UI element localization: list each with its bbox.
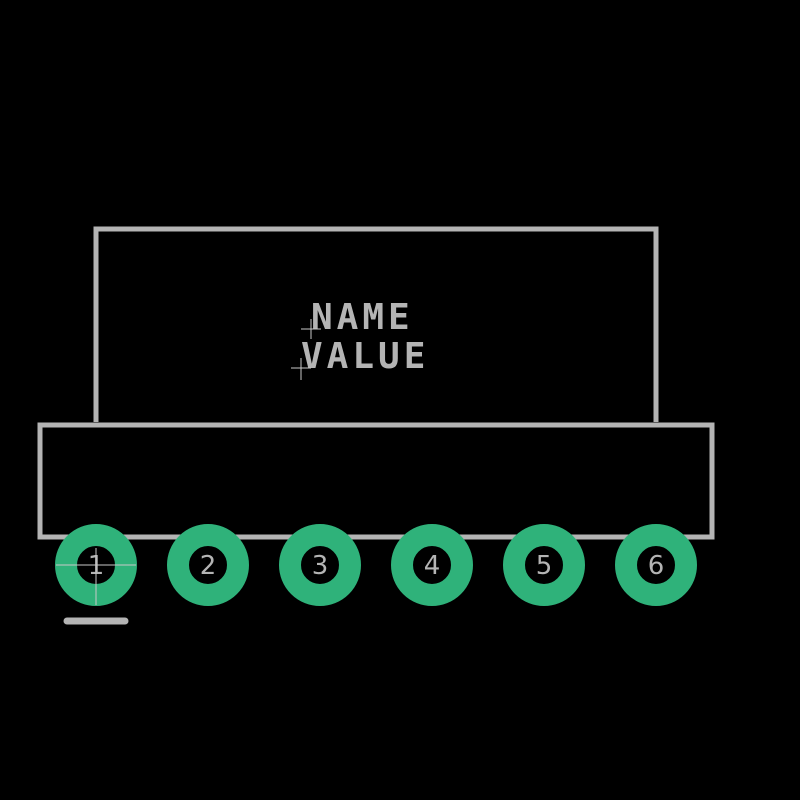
name-label: NAME xyxy=(311,297,414,338)
pad-4: 4 xyxy=(391,524,473,606)
pad-ring xyxy=(503,524,585,606)
body-upper-outline xyxy=(93,226,659,422)
pad-number: 6 xyxy=(648,551,665,581)
pad-3: 3 xyxy=(279,524,361,606)
pad-number: 3 xyxy=(312,551,329,581)
pad-5: 5 xyxy=(503,524,585,606)
pad-ring xyxy=(167,524,249,606)
pad-ring xyxy=(615,524,697,606)
pad-ring xyxy=(391,524,473,606)
pad-ring xyxy=(279,524,361,606)
pad-2: 2 xyxy=(167,524,249,606)
body-lower-outline xyxy=(37,422,715,540)
pad-number: 5 xyxy=(536,551,553,581)
pin1-origin-marker xyxy=(56,548,136,605)
value-origin-marker xyxy=(291,358,311,380)
value-label: VALUE xyxy=(301,336,429,377)
pad-6: 6 xyxy=(615,524,697,606)
pad-number: 2 xyxy=(200,551,217,581)
name-origin-marker xyxy=(301,319,321,339)
pad-number: 4 xyxy=(424,551,441,581)
